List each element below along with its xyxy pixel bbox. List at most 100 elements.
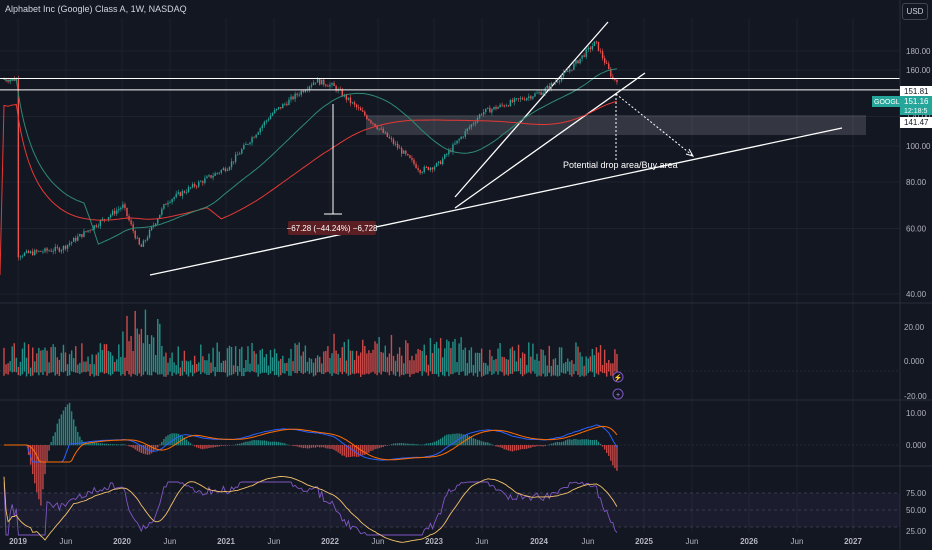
volume-bar (487, 365, 489, 375)
candle-body (427, 167, 430, 170)
candle-body (540, 92, 542, 95)
macd-histogram-bar (394, 443, 397, 446)
macd-histogram-bar (118, 444, 120, 446)
macd-histogram-bar (558, 442, 561, 446)
macd-histogram-bar (333, 445, 335, 450)
volume-bar (575, 342, 577, 372)
candle-body (257, 132, 259, 135)
volume-bar (66, 364, 69, 376)
candle-body (54, 246, 56, 252)
volume-bar (501, 356, 503, 373)
candle-body (401, 148, 403, 154)
candle-body (247, 143, 249, 145)
macd-histogram-bar (542, 445, 544, 447)
candle-body (288, 99, 290, 106)
volume-bar (349, 350, 352, 375)
candle-body (509, 100, 512, 107)
gauge-icon-glyph: ⚡ (614, 373, 623, 382)
candle-body (23, 252, 26, 256)
macd-histogram-bar (103, 443, 106, 446)
candle-body (21, 255, 24, 257)
volume-bar (237, 365, 239, 376)
volume-bar (466, 362, 468, 376)
last-price-box (900, 96, 932, 107)
horizontal-levels[interactable] (0, 78, 900, 91)
volume-bar (599, 345, 602, 372)
volume-bar (530, 356, 532, 374)
candle-body (60, 250, 63, 252)
measure-tool[interactable]: −67.28 (−44.24%) −6,728 (287, 104, 379, 235)
candle-body (616, 79, 618, 82)
volume-bar (526, 364, 528, 374)
macd-histogram-bar (376, 445, 378, 449)
macd-histogram-bar (491, 444, 493, 446)
volume-bar (48, 362, 50, 374)
candle-body (58, 247, 61, 252)
candle-body (335, 85, 337, 91)
volume-bar (495, 358, 497, 372)
macd-histogram-bar (275, 441, 278, 446)
macd-histogram-bar (517, 445, 520, 451)
macd-histogram-bar (44, 445, 46, 475)
plus-icon[interactable] (612, 388, 624, 400)
macd-histogram-bar (433, 441, 436, 446)
volume-bar (249, 363, 251, 373)
candle-body (573, 63, 575, 70)
trendlines[interactable] (149, 21, 843, 276)
projection-arrow[interactable] (615, 93, 695, 160)
macd-histogram-bar (99, 443, 102, 446)
volume-bar (60, 352, 63, 372)
volume-bar (97, 352, 99, 376)
volume-bar (513, 350, 516, 372)
macd-histogram-bar (42, 445, 44, 490)
macd-histogram-bar (68, 402, 71, 446)
volume-bar (175, 365, 177, 375)
candle-body (226, 169, 229, 171)
volume-bar (384, 345, 386, 372)
candle-body (255, 134, 257, 138)
gauge-icon[interactable] (612, 371, 624, 383)
volume-bar (185, 360, 188, 375)
volume-bar (220, 362, 222, 373)
time-axis[interactable]: 2019 Jun 2020 Jun 2021 Jun 2022 Jun 2023 Jun 2024 J… (9, 537, 862, 546)
signal-line (4, 425, 618, 463)
macd-histogram-bar (392, 443, 395, 446)
macd-histogram-bar (503, 445, 505, 450)
pane-buttons[interactable]: ⚡+ (612, 371, 624, 400)
candle-body (107, 217, 110, 220)
volume-bar (491, 356, 493, 376)
macd-histogram-bar (409, 443, 411, 446)
candle-body (569, 69, 571, 72)
chart-title: Alphabet Inc (Google) Class A, 1W, NASDA… (5, 4, 187, 14)
macd-histogram-bar (286, 444, 288, 446)
candle-body (196, 186, 198, 188)
candle-body (548, 85, 550, 89)
candle-body (167, 202, 169, 205)
volume-bar (571, 360, 573, 377)
volume-bar (62, 344, 65, 373)
volume-bar (431, 352, 434, 374)
currency-button[interactable]: USD (902, 3, 928, 20)
macd-histogram-bar (351, 445, 354, 457)
macd-histogram-bar (368, 445, 370, 453)
candle-body (93, 225, 95, 230)
buy-area-zone[interactable] (366, 115, 866, 136)
macd-histogram-bar (355, 445, 358, 457)
volume-bar (255, 353, 257, 373)
volume-bar (579, 352, 581, 377)
candle-body (214, 173, 216, 176)
macd-histogram-bar (294, 445, 296, 447)
candle-body (558, 80, 561, 82)
macd-histogram-bar (136, 445, 138, 451)
volume-bar (444, 348, 446, 377)
candle-body (193, 184, 196, 187)
volume-bar (265, 354, 268, 373)
volume-bar (439, 338, 442, 373)
candle-body (456, 140, 458, 144)
macd-histogram-bar (583, 439, 585, 446)
candle-body (507, 105, 509, 107)
volume-bar (224, 360, 227, 373)
candle-body (314, 82, 317, 84)
macd-histogram-bar (601, 445, 604, 447)
